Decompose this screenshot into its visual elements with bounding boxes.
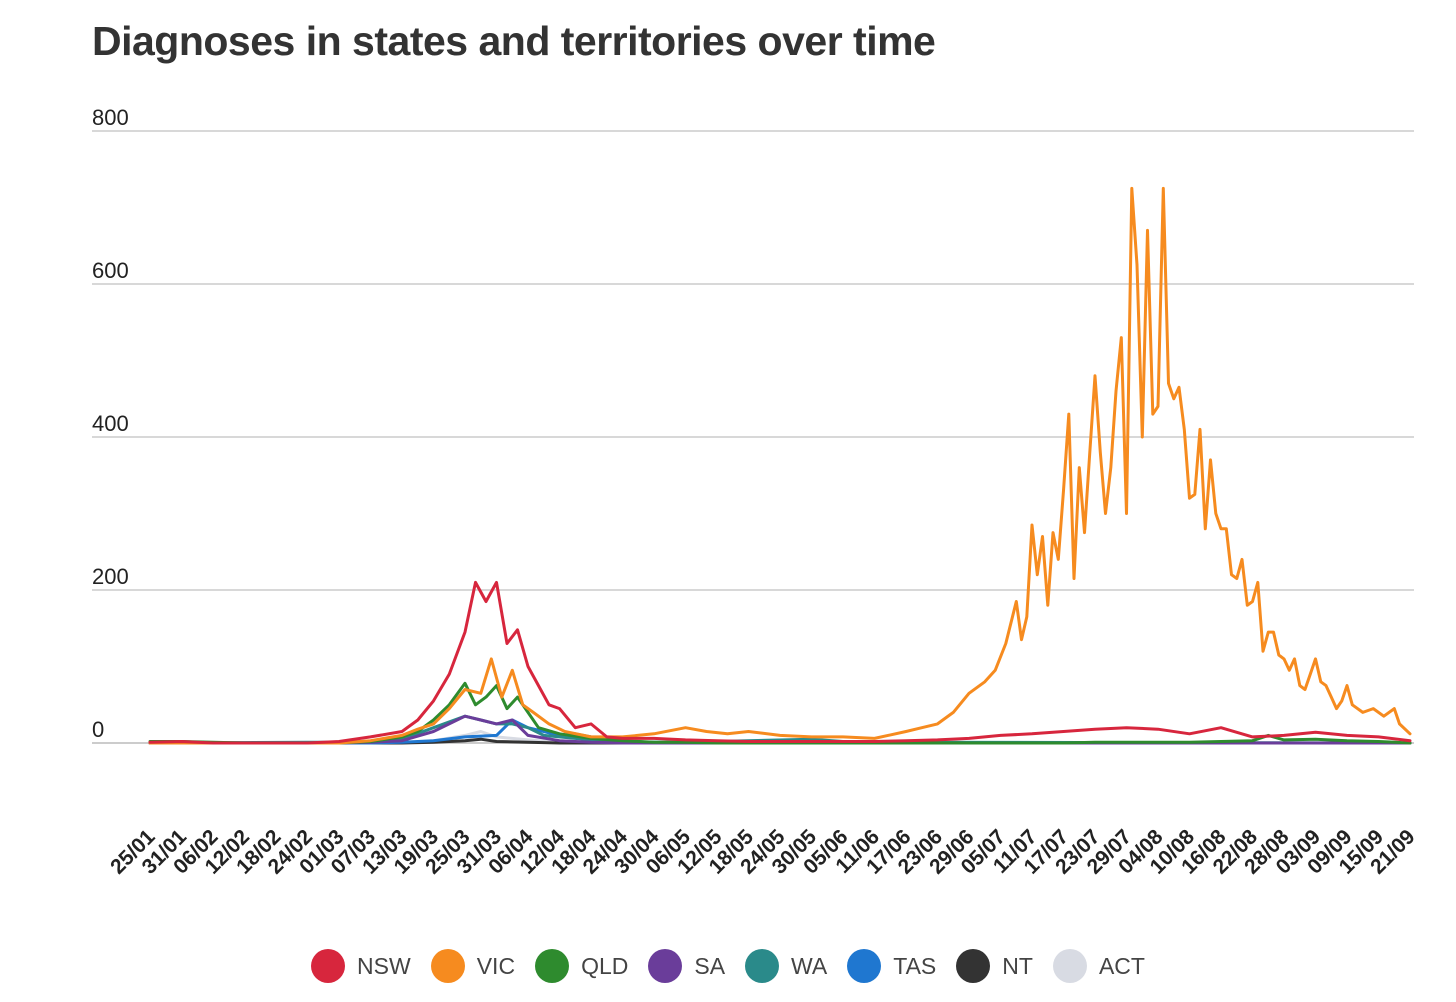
legend-label: QLD (581, 952, 629, 979)
legend-swatch (847, 949, 882, 983)
legend-item-nsw[interactable]: NSW (311, 949, 411, 983)
legend-swatch (956, 949, 991, 983)
legend-swatch (430, 949, 465, 983)
x-axis-ticks: 25/0131/0106/0212/0218/0224/0201/0307/03… (106, 825, 1419, 879)
legend-swatch (648, 949, 683, 983)
legend-label: SA (694, 952, 726, 979)
legend-item-nt[interactable]: NT (956, 949, 1033, 983)
legend-label: TAS (893, 952, 937, 979)
legend-label: NT (1002, 952, 1033, 979)
legend-label: WA (791, 952, 828, 979)
y-tick-label: 0 (92, 717, 104, 742)
y-axis-ticks: 0 200 400 600 800 (92, 105, 129, 742)
legend-swatch (1052, 949, 1087, 983)
legend-swatch (745, 949, 780, 983)
series-lines (148, 186, 1412, 745)
legend-item-wa[interactable]: WA (745, 949, 827, 983)
series-line-wa (148, 714, 1412, 745)
series-line-nsw (148, 580, 1412, 745)
y-tick-label: 800 (92, 105, 129, 130)
legend-item-tas[interactable]: TAS (847, 949, 936, 983)
gridlines (92, 130, 1414, 744)
legend-item-act[interactable]: ACT (1052, 949, 1145, 983)
legend-label: VIC (476, 952, 516, 979)
series-line-vic (148, 186, 1412, 745)
legend-swatch (535, 949, 570, 983)
y-tick-label: 600 (92, 258, 129, 283)
chart-title: Diagnoses in states and territories over… (92, 18, 936, 64)
legend-swatch (311, 949, 346, 983)
legend-item-qld[interactable]: QLD (535, 949, 628, 983)
legend-item-sa[interactable]: SA (648, 949, 725, 983)
legend-item-vic[interactable]: VIC (430, 949, 516, 983)
y-tick-label: 400 (92, 411, 129, 436)
legend-label: ACT (1098, 952, 1145, 979)
legend: NSW VIC QLD SA WA TAS NT ACT (0, 946, 1456, 986)
legend-label: NSW (357, 952, 411, 979)
y-tick-label: 200 (92, 564, 129, 589)
line-chart: 0 200 400 600 800 25/0131/0106/0212/0218/022… (92, 105, 1420, 879)
